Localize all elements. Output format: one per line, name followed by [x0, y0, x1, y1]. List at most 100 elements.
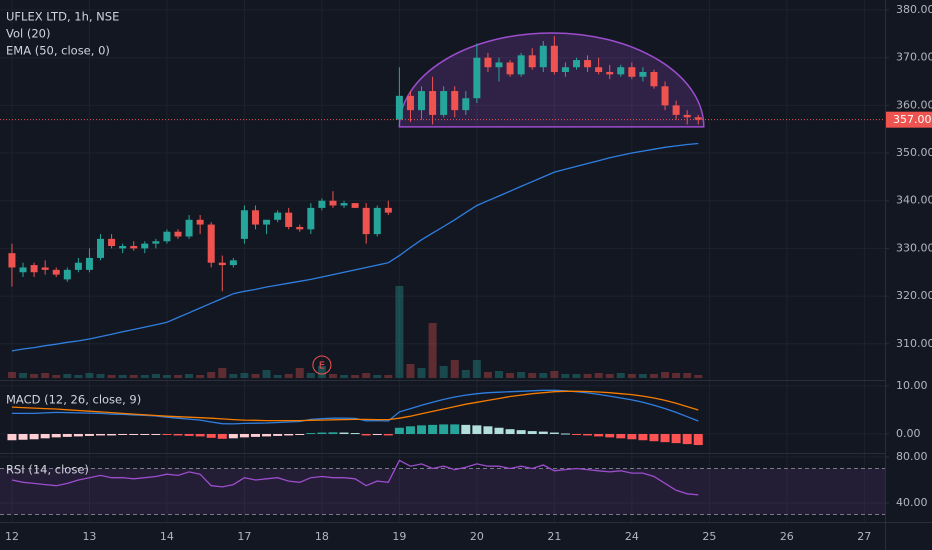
volume-bar	[96, 374, 105, 378]
candle-body	[97, 238, 105, 258]
volume-bar	[583, 374, 592, 378]
macd-histogram-bar	[461, 424, 471, 434]
candle-body	[85, 257, 93, 270]
y-tick-label: 310.00	[896, 337, 932, 350]
candle-body	[440, 91, 448, 115]
candle-body	[451, 91, 459, 111]
volume-bar	[251, 374, 260, 378]
candle-body	[240, 210, 248, 239]
candle-body	[650, 71, 658, 87]
volume-bar	[661, 372, 670, 378]
candle-body	[462, 98, 470, 111]
macd-histogram-bar	[671, 433, 681, 444]
volume-bar	[495, 371, 504, 378]
macd-histogram-bar	[151, 433, 161, 435]
x-tick-label: 12	[5, 530, 19, 543]
volume-bar	[262, 370, 271, 378]
macd-histogram-bar	[173, 433, 183, 436]
x-tick-label: 13	[82, 530, 96, 543]
candle-body	[506, 62, 514, 75]
candle-body	[418, 91, 426, 111]
candle-body	[130, 246, 138, 249]
volume-bar	[506, 373, 515, 378]
volume-bar	[7, 372, 16, 378]
ema-line	[11, 142, 699, 352]
x-tick-label: 24	[625, 530, 639, 543]
volume-bar	[472, 360, 481, 378]
candle-body	[274, 212, 282, 220]
volume-bar	[672, 373, 681, 378]
macd-histogram-bar	[693, 433, 703, 446]
volume-bar	[649, 374, 658, 378]
volume-bar	[207, 372, 216, 378]
macd-histogram-bar	[472, 425, 482, 434]
macd-histogram-bar	[560, 433, 570, 435]
candle-body	[8, 253, 16, 268]
volume-bar	[41, 373, 50, 378]
candle-body	[174, 231, 182, 237]
volume-bar	[107, 375, 116, 378]
candle-body	[495, 62, 503, 68]
macd-histogram-bar	[605, 433, 615, 438]
candle-body	[307, 207, 315, 230]
macd-histogram-bar	[162, 433, 172, 435]
y-tick-label: 10.00	[896, 379, 928, 392]
macd-histogram-bar	[394, 427, 404, 434]
candle-body	[30, 265, 38, 273]
y-tick-label: 0.00	[896, 427, 921, 440]
macd-histogram-bar	[405, 426, 415, 434]
candle-body	[318, 200, 326, 208]
volume-bar	[683, 373, 692, 378]
grid	[0, 0, 885, 522]
macd-histogram-bar	[583, 433, 593, 436]
axes: 12 13 14 17 18 19 20 21 24 25 26 27 310.00 320.00 330.…	[5, 3, 932, 543]
macd-histogram-bar	[129, 433, 139, 435]
candle-body	[119, 246, 127, 249]
volume-bar	[273, 375, 282, 378]
candle-body	[163, 231, 171, 242]
rsi-band	[0, 468, 885, 515]
volume-bar	[340, 375, 349, 378]
macd-histogram-bar	[40, 433, 50, 439]
candle-body	[152, 241, 160, 244]
plot: E	[0, 32, 885, 516]
volume-bar	[528, 373, 537, 378]
volume-bar	[306, 373, 315, 378]
volume-bar	[317, 366, 326, 378]
macd-histogram-bar	[350, 433, 360, 435]
macd-histogram-bar	[295, 433, 305, 435]
macd-histogram-bar	[228, 433, 238, 439]
y-tick-label: 350.00	[896, 146, 932, 159]
candle-body	[484, 57, 492, 68]
candle-body	[672, 105, 680, 115]
volume-bar	[517, 372, 526, 378]
candle-body	[340, 203, 348, 206]
candle-body	[561, 67, 569, 72]
macd-histogram-bar	[527, 431, 537, 434]
candle-body	[229, 260, 237, 266]
volume-bar	[240, 373, 249, 378]
last-price-box	[886, 111, 932, 128]
macd-histogram-bar	[51, 433, 61, 438]
macd-histogram-bar	[682, 433, 692, 445]
macd-histogram-bar	[317, 432, 327, 434]
macd-histogram-bar	[627, 433, 637, 440]
volume-bar	[328, 374, 337, 378]
candle-body	[572, 60, 580, 68]
volume-bar	[173, 375, 182, 378]
candle-body	[395, 95, 403, 120]
candle-body	[263, 219, 271, 225]
volume-bar	[74, 375, 83, 378]
volume-bar	[284, 374, 293, 378]
candle-body	[196, 219, 204, 225]
macd-histogram-bar	[18, 433, 28, 440]
x-tick-label: 19	[392, 530, 406, 543]
macd-histogram-bar	[571, 433, 581, 435]
candle-body	[52, 269, 60, 275]
macd-histogram-bar	[372, 433, 382, 435]
volume-bar	[295, 368, 304, 378]
ema-legend: EMA (50, close, 0)	[6, 44, 110, 58]
volume-bar	[539, 373, 548, 378]
candle-body	[384, 207, 392, 213]
candle-body	[406, 95, 414, 111]
